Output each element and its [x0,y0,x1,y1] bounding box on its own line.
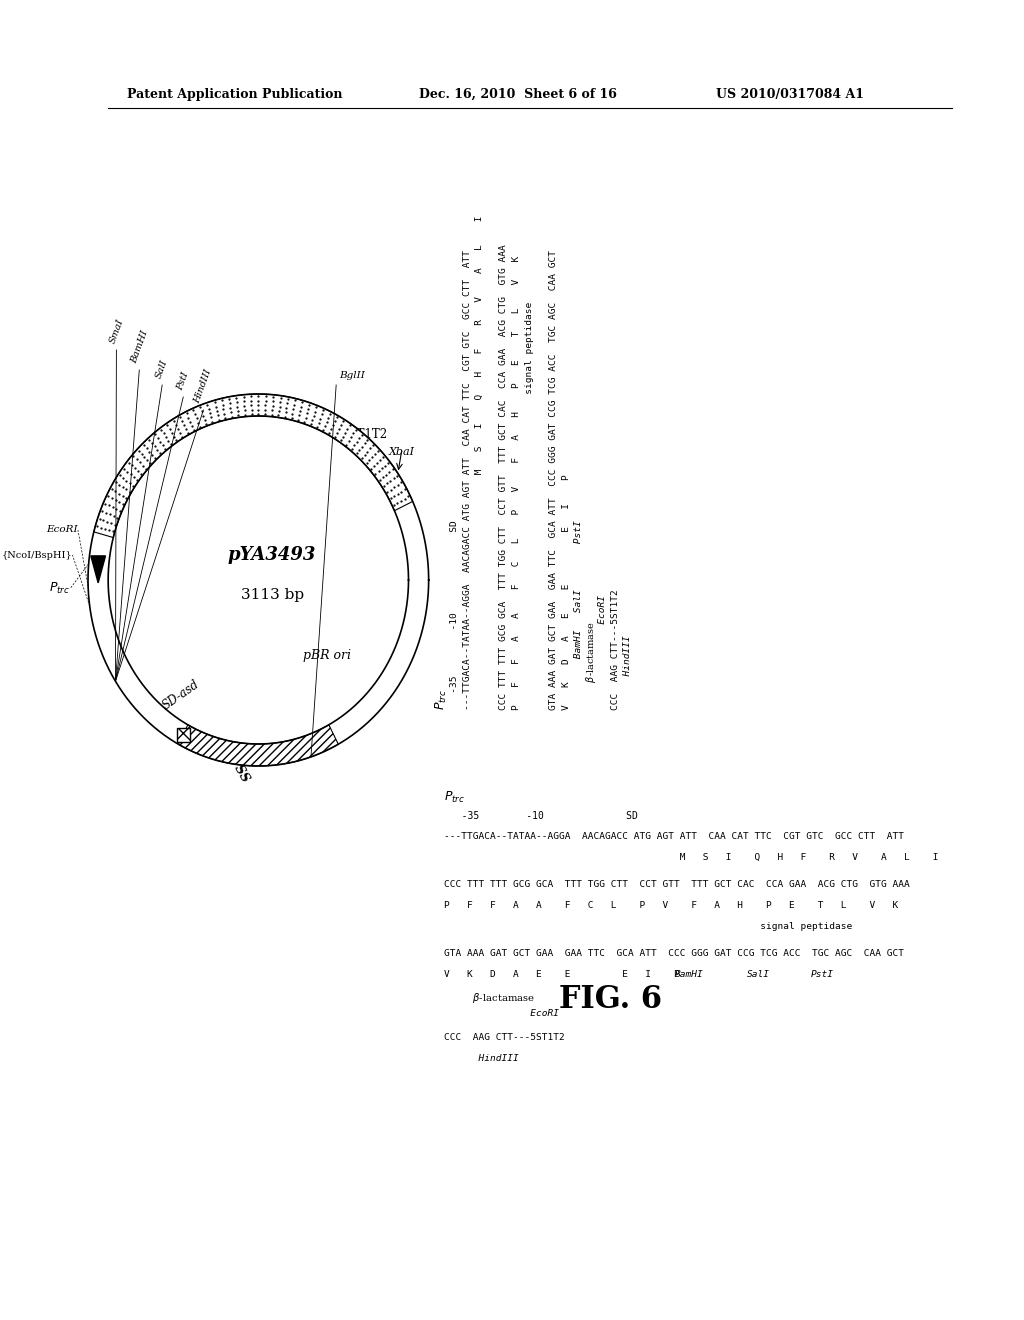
Text: US 2010/0317084 A1: US 2010/0317084 A1 [716,88,864,102]
Text: $\beta$-lactamase: $\beta$-lactamase [584,622,598,710]
Text: PstI: PstI [176,371,190,392]
Polygon shape [91,556,105,583]
Text: P   F   F   A   A    F   C   L    P   V    F   A   H    P   E    T   L    V   K: P F F A A F C L P V F A H P E T L V K [512,256,521,710]
Text: BglII: BglII [339,371,365,380]
Text: SalI: SalI [155,359,170,380]
Text: $P_{trc}$: $P_{trc}$ [434,689,450,710]
Text: BamHI   SalI        PstI: BamHI SalI PstI [574,520,584,710]
Text: SmaI: SmaI [108,318,125,345]
Text: HindIII: HindIII [444,1053,519,1063]
Text: ---TTGACA--TATAA--AGGA  AACAGACC ATG AGT ATT  CAA CAT TTC  CGT GTC  GCC CTT  ATT: ---TTGACA--TATAA--AGGA AACAGACC ATG AGT … [444,832,904,841]
Text: signal peptidase: signal peptidase [525,302,534,710]
Text: ---TTGACA--TATAA--AGGA  AACAGACC ATG AGT ATT  CAA CAT TTC  CGT GTC  GCC CTT  ATT: ---TTGACA--TATAA--AGGA AACAGACC ATG AGT … [463,249,472,710]
Text: pBR ori: pBR ori [303,648,351,661]
Text: CCC  AAG CTT---5ST1T2: CCC AAG CTT---5ST1T2 [444,1034,565,1041]
Text: CCC  AAG CTT---5ST1T2: CCC AAG CTT---5ST1T2 [611,589,620,710]
Text: HindIII: HindIII [623,635,632,710]
Text: GTA AAA GAT GCT GAA  GAA TTC  GCA ATT  CCC GGG GAT CCG TCG ACC  TGC AGC  CAA GCT: GTA AAA GAT GCT GAA GAA TTC GCA ATT CCC … [444,949,904,958]
Polygon shape [177,727,189,742]
Text: GTA AAA GAT GCT GAA  GAA TTC  GCA ATT  CCC GGG GAT CCG TCG ACC  TGC AGC  CAA GCT: GTA AAA GAT GCT GAA GAA TTC GCA ATT CCC … [549,249,558,710]
Text: -35        -10              SD: -35 -10 SD [444,810,638,821]
Text: CCC TTT TTT GCG GCA  TTT TGG CTT  CCT GTT  TTT GCT CAC  CCA GAA  ACG CTG  GTG AA: CCC TTT TTT GCG GCA TTT TGG CTT CCT GTT … [444,880,910,888]
Text: EcoRI: EcoRI [598,595,607,710]
Text: 5ST1T2: 5ST1T2 [341,429,387,441]
Text: PstI: PstI [811,970,834,979]
Text: FIG. 6: FIG. 6 [559,985,663,1015]
Text: -35        -10              SD: -35 -10 SD [450,520,459,710]
Text: EcoRI: EcoRI [444,1008,559,1018]
Text: P   F   F   A   A    F   C   L    P   V    F   A   H    P   E    T   L    V   K: P F F A A F C L P V F A H P E T L V K [444,902,898,909]
Text: 3113 bp: 3113 bp [241,587,304,602]
Text: V   K   D   A   E    E         E   I    P: V K D A E E E I P [444,970,680,979]
Text: EcoRI: EcoRI [46,525,78,535]
Polygon shape [94,393,413,537]
Text: SalI: SalI [746,970,769,979]
Text: {NcoI/BspHI}: {NcoI/BspHI} [2,550,73,560]
Text: XbaI: XbaI [389,447,415,457]
Text: SD-asd: SD-asd [160,677,202,713]
Text: Patent Application Publication: Patent Application Publication [127,88,343,102]
Text: bla SS: bla SS [219,739,252,784]
Text: pYA3493: pYA3493 [228,546,316,564]
Text: V   K   D   A   E    E         E   I    P: V K D A E E E I P [561,474,570,710]
Text: $P_{trc}$: $P_{trc}$ [49,581,71,595]
Text: BamHI: BamHI [129,330,150,366]
Text: M   S   I    Q   H   F    R   V    A   L    I: M S I Q H F R V A L I [444,853,939,862]
Text: HindIII: HindIII [194,368,214,405]
Text: signal peptidase: signal peptidase [444,921,852,931]
Text: $P_{trc}$: $P_{trc}$ [444,789,466,805]
Text: BamHI: BamHI [675,970,703,979]
Text: CCC TTT TTT GCG GCA  TTT TGG CTT  CCT GTT  TTT GCT CAC  CCA GAA  ACG CTG  GTG AA: CCC TTT TTT GCG GCA TTT TGG CTT CCT GTT … [500,244,508,710]
Polygon shape [178,725,338,766]
Text: Dec. 16, 2010  Sheet 6 of 16: Dec. 16, 2010 Sheet 6 of 16 [419,88,616,102]
Text: $\beta$-lactamase: $\beta$-lactamase [444,991,536,1005]
Text: M   S   I    Q   H   F    R   V    A   L    I: M S I Q H F R V A L I [475,215,484,710]
